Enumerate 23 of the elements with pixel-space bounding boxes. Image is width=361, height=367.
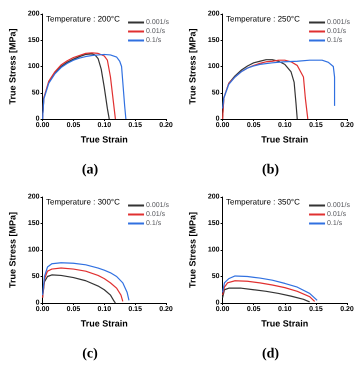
line-series — [222, 288, 310, 303]
y-axis-title: True Stress [MPa] — [188, 28, 198, 105]
line-series — [42, 262, 130, 301]
text: (a) — [82, 162, 98, 178]
text: (d) — [262, 346, 280, 362]
text: (b) — [262, 162, 280, 178]
line-series — [222, 280, 316, 302]
y-axis-title: True Stress [MPa] — [8, 28, 18, 105]
x-axis-title: True Strain — [80, 318, 128, 328]
line-series — [222, 60, 336, 110]
text: (c) — [82, 346, 98, 362]
x-axis-title: True Strain — [261, 134, 308, 144]
annotation: Temperature : 300°C — [46, 198, 120, 206]
y-axis-title: True Stress [MPa] — [188, 212, 198, 288]
annotation: Temperature : 350°C — [226, 198, 300, 206]
annotation: Temperature : 200°C — [46, 14, 120, 24]
line-series — [42, 274, 116, 304]
x-axis-title: True Strain — [80, 134, 128, 144]
line-series — [42, 267, 124, 302]
line-series — [222, 275, 318, 301]
y-axis-title: True Stress [MPa] — [8, 212, 18, 288]
x-axis-title: True Strain — [261, 318, 308, 328]
annotation: Temperature : 250°C — [226, 14, 300, 24]
